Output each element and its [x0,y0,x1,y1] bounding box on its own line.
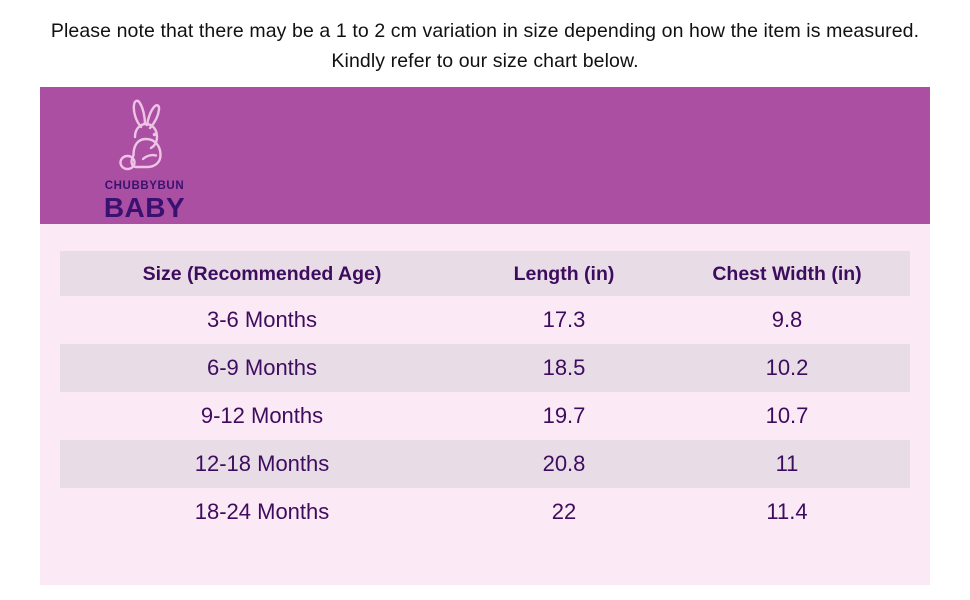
table-header-row: Size (Recommended Age) Length (in) Chest… [60,251,910,296]
cell-size: 3-6 Months [206,307,318,332]
table-row: 18-24 Months 22 11.4 [60,488,910,536]
cell-size: 9-12 Months [200,403,324,428]
cell-size: 6-9 Months [206,355,318,380]
column-header-length: Length (in) [513,262,615,285]
cell-length: 22 [551,499,577,524]
table-row: 12-18 Months 20.8 11 [60,440,910,488]
size-table-area: Size (Recommended Age) Length (in) Chest… [40,224,930,585]
cell-chest-width: 11 [775,451,799,476]
bunny-icon [118,99,162,171]
cell-chest-width: 9.8 [771,307,803,332]
cell-size: 12-18 Months [194,451,330,476]
size-table: Size (Recommended Age) Length (in) Chest… [60,251,910,536]
cell-chest-width: 11.4 [766,499,808,524]
brand-banner: CHUBBYBUN BABY SIZE CHART BABY GIRL JUMP… [40,87,930,224]
cell-chest-width: 10.7 [765,403,809,428]
brand-logo: CHUBBYBUN BABY [82,97,207,223]
cell-chest-width: 10.2 [765,355,809,380]
column-header-size: Size (Recommended Age) [142,262,382,285]
table-row: 3-6 Months 17.3 9.8 [60,296,910,344]
cell-length: 17.3 [542,307,586,332]
variation-note: Please note that there may be a 1 to 2 c… [50,20,920,72]
cell-length: 20.8 [542,451,586,476]
cell-size: 18-24 Months [194,499,330,524]
brand-name-bottom: BABY [103,192,186,223]
column-header-chest-width: Chest Width (in) [712,262,862,285]
table-row: 9-12 Months 19.7 10.7 [60,392,910,440]
brand-name-top: CHUBBYBUN [104,180,185,192]
cell-length: 18.5 [542,355,586,380]
table-row: 6-9 Months 18.5 10.2 [60,344,910,392]
cell-length: 19.7 [542,403,586,428]
